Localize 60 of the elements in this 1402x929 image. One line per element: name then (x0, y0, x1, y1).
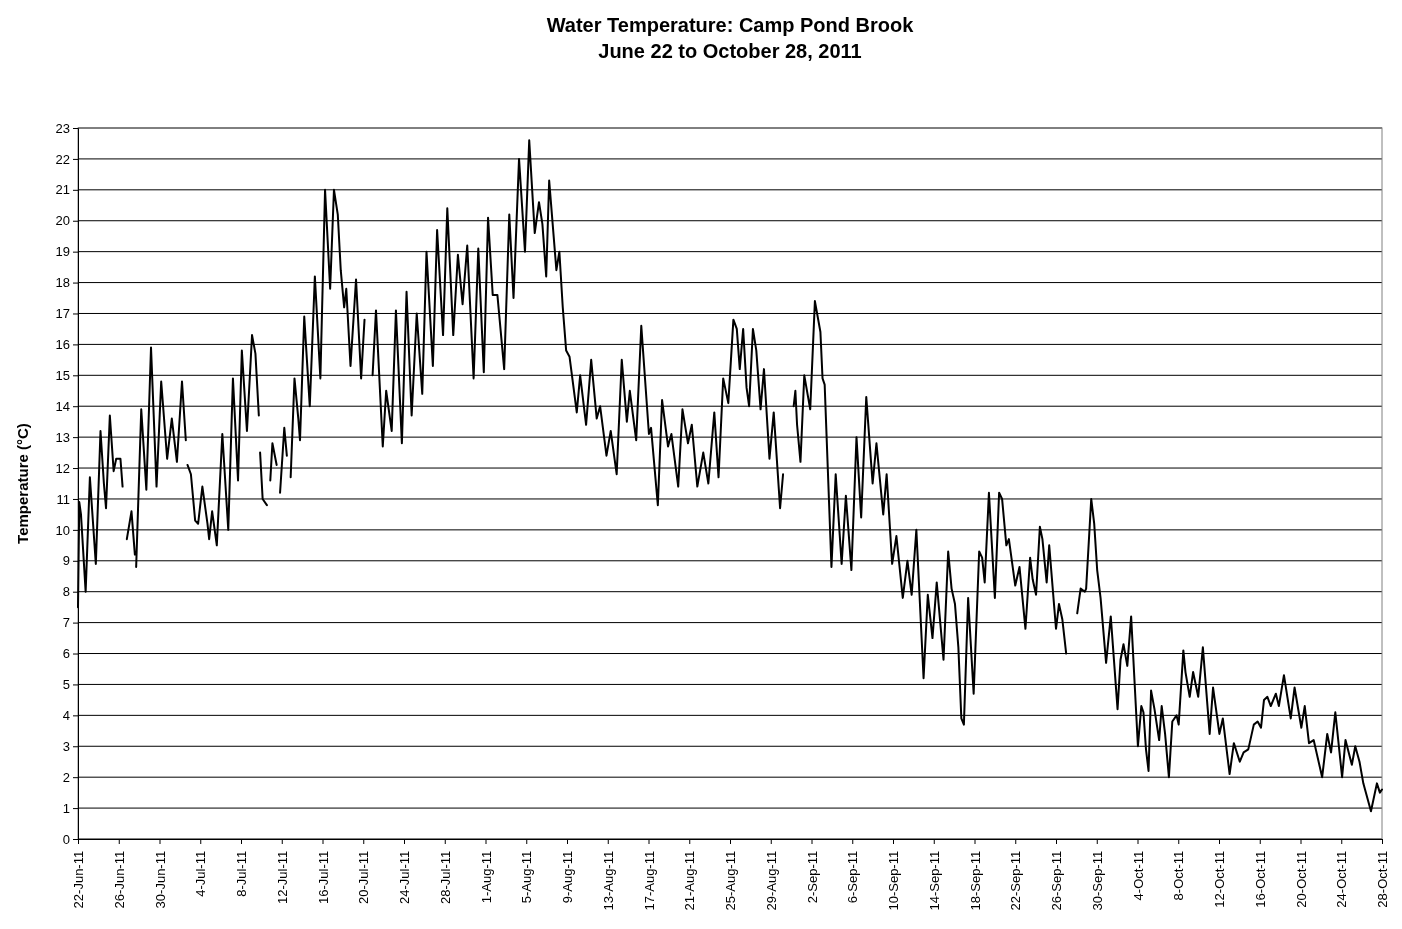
x-tick-label: 8-Jul-11 (234, 850, 250, 897)
x-tick-label: 28-Jul-11 (437, 850, 453, 905)
x-tick-label: 26-Jun-11 (111, 850, 127, 909)
x-tick-label: 28-Oct-11 (1375, 850, 1391, 908)
x-tick-label: 30-Sep-11 (1089, 850, 1105, 911)
y-tick-label: 11 (56, 491, 70, 507)
x-tick-label: 12-Oct-11 (1212, 850, 1228, 908)
y-tick-label: 15 (55, 367, 70, 383)
y-tick-label: 0 (62, 831, 70, 847)
x-tick-label: 1-Aug-11 (478, 850, 494, 904)
y-tick-label: 13 (55, 429, 70, 445)
y-tick-label: 7 (62, 615, 70, 631)
x-tick-label: 22-Jun-11 (71, 850, 87, 909)
x-tick-label: 2-Sep-11 (804, 850, 820, 904)
x-tick-label: 12-Jul-11 (274, 850, 290, 905)
y-tick-label: 2 (62, 769, 70, 785)
y-tick-label: 12 (55, 460, 70, 476)
x-tick-label: 25-Aug-11 (723, 850, 739, 911)
y-tick-label: 21 (55, 182, 70, 198)
x-tick-label: 16-Oct-11 (1252, 850, 1268, 908)
y-tick-label: 9 (62, 553, 70, 569)
x-tick-label: 17-Aug-11 (641, 850, 657, 911)
x-tick-label: 9-Aug-11 (560, 850, 576, 904)
x-tick-label: 21-Aug-11 (682, 850, 698, 911)
x-tick-label: 4-Jul-11 (193, 850, 209, 897)
x-tick-label: 20-Jul-11 (356, 850, 372, 905)
y-tick-label: 6 (62, 646, 70, 662)
chart-subtitle: June 22 to October 28, 2011 (598, 40, 862, 62)
y-axis-title: Temperature (°C) (14, 423, 31, 544)
y-tick-label: 1 (62, 800, 70, 816)
x-tick-label: 10-Sep-11 (886, 850, 902, 911)
x-tick-label: 24-Jul-11 (397, 850, 413, 905)
y-tick-label: 5 (62, 677, 70, 693)
chart-title: Water Temperature: Camp Pond Brook (546, 14, 915, 36)
y-tick-label: 20 (55, 213, 70, 229)
y-tick-label: 18 (55, 275, 70, 291)
y-tick-label: 8 (62, 584, 70, 600)
x-tick-label: 4-Oct-11 (1130, 850, 1146, 901)
x-tick-label: 6-Sep-11 (845, 850, 861, 904)
y-tick-label: 19 (55, 244, 70, 260)
x-tick-label: 13-Aug-11 (600, 850, 616, 911)
y-tick-label: 10 (55, 522, 70, 538)
x-tick-label: 26-Sep-11 (1049, 850, 1065, 911)
x-tick-label: 5-Aug-11 (519, 850, 535, 904)
x-tick-label: 22-Sep-11 (1008, 850, 1024, 911)
x-tick-label: 16-Jul-11 (315, 850, 331, 905)
x-tick-label: 24-Oct-11 (1334, 850, 1350, 908)
y-tick-label: 3 (62, 738, 70, 754)
y-tick-label: 16 (55, 337, 70, 353)
x-tick-label: 20-Oct-11 (1293, 850, 1309, 908)
x-tick-label: 30-Jun-11 (152, 850, 168, 909)
x-tick-label: 14-Sep-11 (926, 850, 942, 911)
y-tick-label: 17 (55, 306, 70, 322)
y-tick-label: 22 (55, 151, 70, 167)
y-tick-label: 14 (55, 398, 70, 414)
y-tick-label: 4 (62, 708, 70, 724)
x-tick-label: 18-Sep-11 (967, 850, 983, 911)
y-tick-label: 23 (55, 120, 70, 136)
x-tick-label: 8-Oct-11 (1171, 850, 1187, 901)
x-tick-label: 29-Aug-11 (763, 850, 779, 911)
